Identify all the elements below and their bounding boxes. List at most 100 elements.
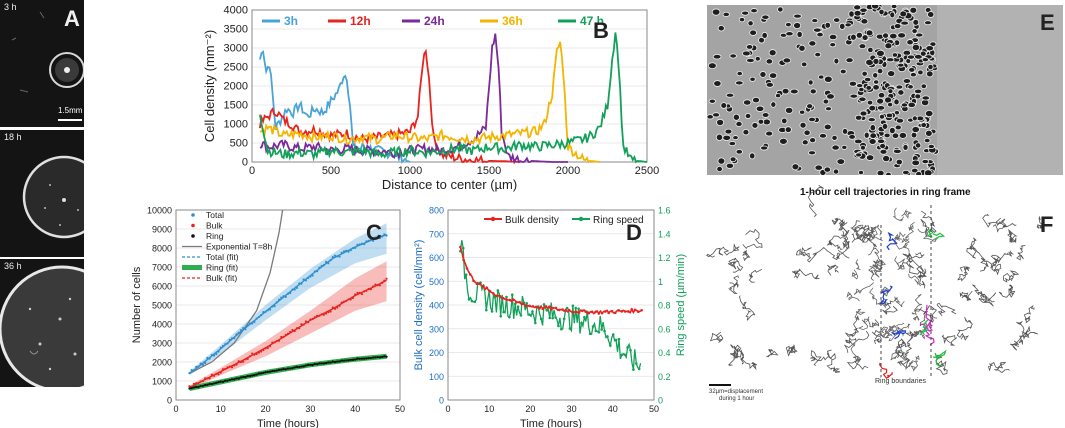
cell <box>729 53 737 59</box>
y-tick-label: 800 <box>429 206 444 216</box>
series-points-ring-speed <box>493 295 497 299</box>
series-points-ring <box>224 379 227 382</box>
trajectory <box>845 315 860 338</box>
background-right <box>937 5 1063 175</box>
time-label: 36 h <box>4 261 22 271</box>
series-points-total <box>322 263 325 267</box>
y-tick-label: 700 <box>429 229 444 239</box>
series-points-bulk-density <box>521 302 525 306</box>
series-points-ring <box>268 370 272 373</box>
y-tick-label: 3000 <box>224 43 248 55</box>
series-points-ring <box>246 374 249 378</box>
cell <box>828 33 838 41</box>
series-points-ring <box>257 372 260 375</box>
cell <box>848 134 856 140</box>
series-points-ring <box>329 361 332 364</box>
y-tick-label: 200 <box>429 348 444 358</box>
series-points-bulk-density <box>492 292 495 295</box>
series-points-total <box>374 236 377 239</box>
cell <box>865 29 874 37</box>
series-points-bulk-density <box>627 310 630 313</box>
series-points-ring <box>217 381 220 384</box>
trajectory <box>913 305 938 323</box>
cell <box>879 148 888 155</box>
y-right-tick-label: 0.6 <box>658 324 671 334</box>
series-points-ring <box>318 362 321 365</box>
cell <box>866 99 874 106</box>
trajectory <box>992 217 1007 233</box>
trajectory <box>742 228 763 250</box>
trajectory <box>878 285 893 305</box>
cell <box>898 131 908 139</box>
trajectory <box>957 266 971 282</box>
series-points-bulk <box>246 357 249 360</box>
series-points-bulk <box>286 332 290 335</box>
cell <box>892 148 902 154</box>
cell <box>876 105 886 111</box>
cell <box>853 9 862 17</box>
cell <box>836 158 846 165</box>
series-points-total <box>380 235 384 238</box>
series-points-total <box>313 270 316 273</box>
trajectory <box>895 338 913 356</box>
x-tick-label: 1000 <box>398 165 422 177</box>
cell <box>872 84 880 91</box>
series-points-ring <box>206 383 209 386</box>
cell <box>845 57 854 64</box>
cell <box>876 67 884 75</box>
series-points-bulk-density <box>617 309 620 312</box>
series-points-total <box>246 324 249 327</box>
series-points-bulk <box>264 347 267 350</box>
series-points-bulk <box>360 292 364 296</box>
series-points-bulk <box>374 283 377 286</box>
cell <box>913 88 923 94</box>
series-points-total <box>188 371 191 375</box>
cell <box>768 72 778 79</box>
cell <box>717 157 726 165</box>
cell <box>801 139 809 146</box>
cell <box>877 92 886 99</box>
series-points-bulk <box>327 311 330 314</box>
y-tick-label: 2000 <box>152 358 172 368</box>
series-points-bulk-density <box>587 311 591 315</box>
trajectory <box>908 263 927 275</box>
ring-boundaries-label: Ring boundaries <box>875 378 926 385</box>
series-points-ring <box>271 369 274 372</box>
series-points-ring <box>311 364 314 367</box>
series-points-ring <box>320 362 323 365</box>
series-points-ring <box>266 370 269 373</box>
series-points-bulk <box>255 352 258 356</box>
cell <box>817 74 825 80</box>
series-points-ring-speed <box>534 321 537 325</box>
trajectory <box>941 334 958 346</box>
x-tick-label: 1500 <box>477 165 501 177</box>
cell <box>858 86 865 93</box>
trajectory <box>897 252 925 270</box>
series-points-ring-speed <box>528 313 531 316</box>
series-points-ring <box>204 383 207 387</box>
time-label: 3 h <box>4 2 17 12</box>
series-points-bulk <box>248 355 252 358</box>
y-tick-label: 1000 <box>152 377 172 387</box>
series-points-bulk-density <box>472 279 475 283</box>
series-points-total <box>351 247 355 250</box>
series-points-total <box>354 246 357 249</box>
series-points-bulk-density <box>508 298 512 302</box>
cell <box>818 133 827 139</box>
cell <box>858 43 867 50</box>
cell <box>800 61 808 68</box>
series-points-bulk <box>221 368 225 371</box>
scale-bar-label: 1.5mm <box>58 106 83 115</box>
cell <box>742 50 751 57</box>
trajectory <box>709 331 724 343</box>
x-tick-label: 40 <box>608 404 618 414</box>
cell <box>749 29 757 36</box>
series-points-bulk <box>378 284 381 287</box>
series-points-bulk <box>260 350 263 353</box>
cell <box>775 93 782 99</box>
cell <box>858 169 864 175</box>
series-points-ring-speed <box>551 316 554 320</box>
cell <box>889 126 896 135</box>
cell <box>895 84 904 90</box>
cell <box>927 63 934 71</box>
